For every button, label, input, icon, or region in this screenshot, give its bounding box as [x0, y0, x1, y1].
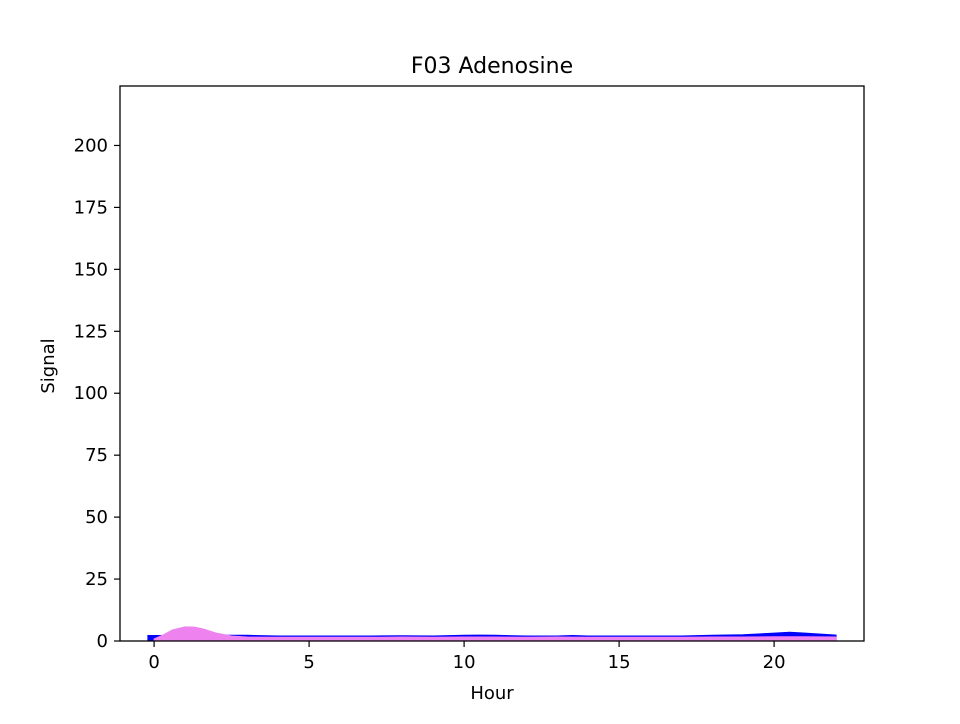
plot-frame — [119, 85, 865, 642]
y-tick-label: 50 — [85, 507, 108, 528]
x-tick-label: 15 — [608, 652, 631, 673]
y-tick-label: 75 — [85, 445, 108, 466]
x-tick-label: 0 — [148, 652, 159, 673]
y-tick-label: 200 — [74, 135, 108, 156]
y-tick-label: 25 — [85, 569, 108, 590]
chart-title: F03 Adenosine — [411, 54, 573, 79]
y-tick-label: 150 — [74, 259, 108, 280]
x-tick-label: 10 — [453, 652, 476, 673]
y-tick-label: 0 — [97, 631, 108, 652]
y-tick-label: 100 — [74, 383, 108, 404]
x-tick-label: 5 — [303, 652, 314, 673]
y-tick-label: 125 — [74, 321, 108, 342]
x-axis-label: Hour — [470, 683, 514, 704]
x-axis-ticks: 0 5 10 15 20 — [148, 641, 786, 673]
x-tick-label: 20 — [763, 652, 786, 673]
y-tick-label: 175 — [74, 197, 108, 218]
series-area-2 — [153, 626, 837, 642]
y-axis-label: Signal — [38, 338, 59, 393]
y-axis-ticks: 0 25 50 75 100 125 150 175 200 — [74, 135, 120, 652]
plot-series-group — [147, 626, 837, 642]
